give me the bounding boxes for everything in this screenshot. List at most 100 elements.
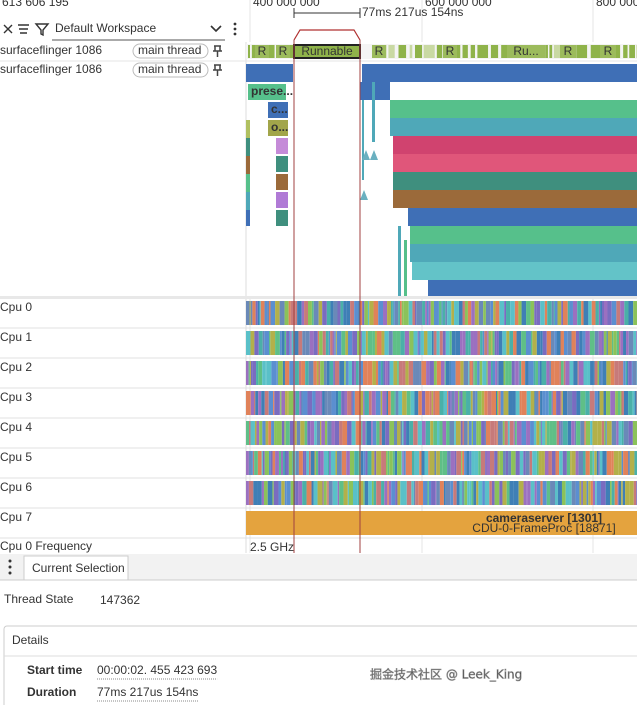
cpu-slice: [546, 421, 550, 445]
state-label: R: [375, 44, 384, 58]
cpu-slice: [387, 451, 390, 475]
cpu-slice: [330, 451, 336, 475]
cpu-slice: [597, 391, 600, 415]
field-value[interactable]: 77ms 217us 154ns: [97, 685, 198, 699]
cpu-slice: [530, 391, 535, 415]
cpu-slice: [629, 481, 634, 505]
cpu-slice: [413, 331, 418, 355]
ruler-start: 613 606 195: [2, 0, 69, 9]
cpu-slice: [341, 451, 347, 475]
cpu-slice: [393, 361, 398, 385]
cpu-slice: [334, 361, 340, 385]
cpu-slice: [288, 391, 294, 415]
collapse-icon[interactable]: [3, 24, 13, 34]
menu-dot[interactable]: [233, 22, 237, 26]
menu-dot[interactable]: [233, 32, 237, 36]
cpu-slice: [600, 301, 603, 325]
cpu-slice: [631, 361, 633, 385]
filter-icon[interactable]: [34, 23, 50, 37]
cpu-slice: [319, 331, 323, 355]
cpu-slice: [556, 331, 561, 355]
cpu-slice: [343, 481, 348, 505]
cpu-slice: [257, 481, 262, 505]
cpu-slice: [322, 481, 324, 505]
cpu-slice: [589, 451, 593, 475]
cpu-slice: [255, 391, 259, 415]
state-block: [388, 45, 395, 58]
cpu-slice: [449, 361, 451, 385]
panel-menu-dot[interactable]: [8, 559, 12, 563]
cpu-slice: [567, 391, 573, 415]
cpu-slice: [559, 421, 561, 445]
cpu-slice: [307, 421, 311, 445]
cpu-slice: [254, 331, 259, 355]
slice: [408, 208, 637, 226]
cpu-slice: [482, 361, 487, 385]
cpu-slice: [471, 451, 475, 475]
cpu-slice: [442, 451, 448, 475]
cpu-slice: [602, 451, 607, 475]
panel-menu-dot[interactable]: [8, 565, 12, 569]
cpu-slice: [546, 331, 552, 355]
panel-menu-dot[interactable]: [8, 571, 12, 575]
cpu-slice: [545, 391, 549, 415]
cpu-slice: [329, 361, 334, 385]
cpu-slice: [421, 391, 426, 415]
cpu-slice: [467, 421, 469, 445]
cpu-slice: [562, 391, 568, 415]
cpu-slice: [481, 391, 485, 415]
cpu-slice: [455, 331, 461, 355]
cpu-slice: [393, 301, 395, 325]
cpu-slice: [557, 301, 562, 325]
pin-icon[interactable]: [213, 64, 222, 76]
cpu-slice: [339, 481, 344, 505]
cpu-slice: [396, 331, 401, 355]
cpu-slice: [302, 451, 305, 475]
cpu-slice: [490, 361, 493, 385]
ruler: [0, 0, 637, 14]
cpu-slice: [606, 451, 612, 475]
cpu-slice: [632, 391, 635, 415]
field-value[interactable]: 00:00:02. 455 423 693: [97, 663, 217, 677]
cpu-slice: [530, 331, 533, 355]
cpu-slice: [462, 391, 467, 415]
cpu-slice: [262, 361, 266, 385]
cpu-slice: [629, 451, 635, 475]
cpu-slice: [582, 331, 586, 355]
state-block: [477, 45, 489, 58]
cpu-slice: [410, 391, 415, 415]
menu-dot[interactable]: [233, 27, 237, 31]
cpu-slice: [378, 301, 384, 325]
cpu-slice: [623, 421, 629, 445]
cpu-slice: [559, 361, 561, 385]
cpu-slice: [594, 331, 599, 355]
cpu-slice: [563, 361, 566, 385]
cpu-slice: [515, 361, 519, 385]
cpu-slice: [569, 301, 573, 325]
cpu-slice: [249, 301, 251, 325]
cpu-slice: [478, 421, 482, 445]
cpu-slice: [364, 481, 369, 505]
cpu-slice: [500, 391, 504, 415]
cpu-slice: [384, 331, 389, 355]
tab-label[interactable]: Current Selection: [32, 561, 125, 575]
pin-icon[interactable]: [213, 45, 222, 57]
cpu-slice: [315, 451, 319, 475]
ruler-label: 400 000 000: [253, 0, 320, 9]
process-name: surfaceflinger 1086: [0, 62, 102, 76]
cpu-slice: [383, 361, 386, 385]
cpu-slice: [313, 331, 318, 355]
cpu-slice: [421, 451, 425, 475]
cpu-slice: [617, 481, 619, 505]
sort-icon[interactable]: [18, 24, 29, 34]
cpu-slice: [351, 391, 353, 415]
cpu-slice: [398, 391, 403, 415]
cpu-slice: [363, 481, 365, 505]
cpu-slice: [363, 361, 368, 385]
workspace-select[interactable]: Default Workspace: [55, 21, 156, 35]
cpu-slice: [548, 451, 552, 475]
cpu-slice: [598, 301, 601, 325]
cpu-slice: [468, 331, 471, 355]
cpu-slice: [450, 451, 455, 475]
tab[interactable]: [23, 555, 129, 581]
